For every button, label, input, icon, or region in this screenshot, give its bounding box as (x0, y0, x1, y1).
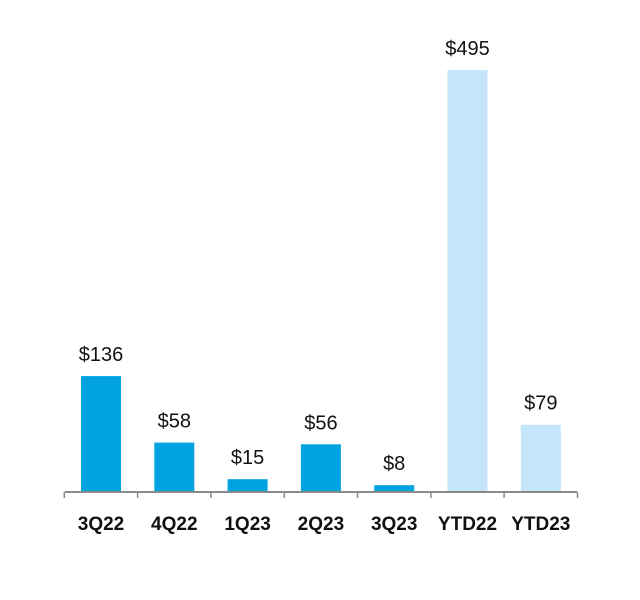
x-tick-label-4q22: 4Q22 (151, 514, 197, 535)
bar-1q23 (227, 479, 268, 492)
bars-group (81, 70, 561, 492)
x-tick-label-3q23: 3Q23 (371, 514, 417, 535)
value-label-1q23: $15 (231, 447, 264, 469)
bar-4q22 (154, 442, 195, 492)
x-tick-label-2q23: 2Q23 (298, 514, 344, 535)
value-label-4q22: $58 (158, 411, 191, 433)
bar-3q23 (374, 485, 415, 492)
bar-ytd23 (520, 424, 561, 492)
x-tick-label-1q23: 1Q23 (224, 514, 270, 535)
x-tick-label-ytd22: YTD22 (438, 514, 497, 535)
x-tick-label-3q22: 3Q22 (78, 514, 124, 535)
bar-ytd22 (447, 70, 488, 492)
x-ticks-group (63, 492, 579, 498)
bar-2q23 (300, 444, 341, 492)
value-label-3q22: $136 (79, 344, 124, 366)
x-tick-label-ytd23: YTD23 (511, 514, 570, 535)
bar-3q22 (81, 376, 121, 492)
value-labels-group: $136 $58 $15 $56 $8 $495 $79 (79, 38, 558, 475)
value-label-ytd22: $495 (445, 38, 490, 60)
value-label-2q23: $56 (304, 412, 337, 434)
x-tick-labels-group: 3Q22 4Q22 1Q23 2Q23 3Q23 YTD22 YTD23 (78, 514, 571, 535)
value-label-3q23: $8 (383, 453, 405, 475)
value-label-ytd23: $79 (524, 393, 557, 415)
